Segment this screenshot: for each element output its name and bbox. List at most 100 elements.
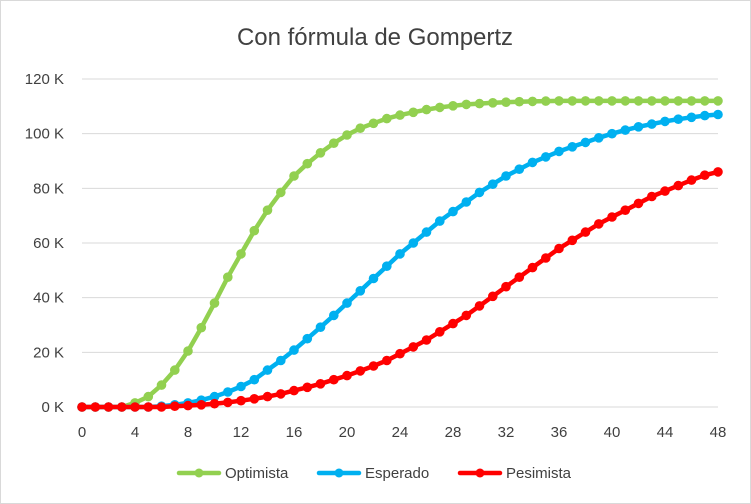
- x-tick-label: 0: [78, 424, 86, 441]
- data-point: [196, 400, 207, 410]
- data-point: [554, 146, 564, 157]
- data-point: [143, 391, 154, 402]
- data-point: [302, 158, 313, 169]
- data-point: [488, 98, 498, 108]
- data-point: [580, 227, 591, 237]
- data-point: [276, 355, 286, 366]
- data-point: [647, 119, 657, 129]
- legend-swatch-marker: [194, 468, 204, 478]
- x-tick-label: 32: [498, 424, 515, 441]
- data-point: [262, 365, 273, 375]
- data-point: [541, 253, 551, 263]
- data-point: [700, 110, 710, 121]
- data-point: [315, 379, 326, 389]
- x-tick-label: 48: [710, 424, 727, 441]
- data-point: [249, 394, 260, 404]
- legend: Optimista Esperado Pesimista: [176, 465, 572, 482]
- data-point: [236, 249, 246, 259]
- x-tick-label: 28: [445, 424, 462, 441]
- data-point: [117, 402, 127, 412]
- series-pesimista: [77, 167, 723, 412]
- data-point: [77, 402, 87, 412]
- data-point: [342, 370, 352, 381]
- data-point: [594, 133, 604, 143]
- data-point: [170, 365, 180, 375]
- data-point: [541, 152, 551, 162]
- data-point: [329, 374, 339, 385]
- data-point: [289, 171, 299, 181]
- legend-item-optimista: Optimista: [176, 465, 289, 482]
- data-point: [329, 310, 339, 321]
- data-point: [567, 142, 578, 152]
- data-point: [673, 114, 684, 124]
- data-point: [435, 327, 445, 337]
- data-point: [368, 361, 379, 371]
- data-point: [236, 395, 246, 406]
- x-tick-label: 16: [286, 424, 303, 441]
- x-tick-label: 36: [551, 424, 568, 441]
- y-tick-label: 120 K: [25, 71, 64, 88]
- data-point: [302, 382, 313, 393]
- data-point: [620, 205, 631, 215]
- data-point: [302, 333, 313, 344]
- x-tick-label: 4: [131, 424, 139, 441]
- data-point: [408, 107, 419, 118]
- data-point: [607, 96, 617, 106]
- data-point: [355, 123, 366, 133]
- x-tick-label: 24: [392, 424, 409, 441]
- data-point: [262, 205, 273, 215]
- data-point: [461, 310, 472, 321]
- data-point: [633, 198, 644, 209]
- data-point: [355, 366, 366, 376]
- data-point: [448, 101, 458, 111]
- data-point: [448, 318, 458, 329]
- data-point: [647, 191, 657, 202]
- data-point: [686, 96, 697, 106]
- data-point: [368, 273, 379, 284]
- data-point: [633, 96, 644, 106]
- data-point: [143, 402, 154, 412]
- data-point: [103, 402, 114, 412]
- data-point: [130, 402, 140, 412]
- x-tick-label: 12: [233, 424, 250, 441]
- data-point: [488, 179, 498, 189]
- data-point: [594, 96, 604, 106]
- data-point: [700, 170, 710, 180]
- legend-item-esperado: Esperado: [316, 465, 429, 482]
- legend-swatch-marker: [475, 468, 485, 478]
- y-tick-label: 60 K: [33, 235, 64, 252]
- data-point: [607, 212, 617, 222]
- data-point: [382, 113, 392, 124]
- data-point: [554, 96, 564, 106]
- x-tick-label: 40: [604, 424, 621, 441]
- x-tick-label: 44: [657, 424, 674, 441]
- data-point: [262, 391, 273, 402]
- data-point: [209, 398, 220, 409]
- data-point: [620, 96, 631, 106]
- data-point: [514, 96, 525, 107]
- data-point: [488, 291, 498, 302]
- legend-label: Pesimista: [506, 465, 572, 482]
- y-tick-label: 40 K: [33, 290, 64, 307]
- data-point: [700, 96, 710, 106]
- data-point: [276, 187, 286, 198]
- data-point: [170, 401, 180, 412]
- data-point: [448, 206, 458, 217]
- data-point: [660, 96, 670, 106]
- data-point: [713, 167, 723, 177]
- data-point: [408, 238, 419, 248]
- data-point: [342, 298, 352, 308]
- chart-title: Con fórmula de Gompertz: [237, 24, 513, 51]
- data-point: [541, 96, 551, 106]
- data-point: [355, 286, 366, 296]
- data-point: [594, 219, 604, 229]
- data-point: [209, 298, 220, 308]
- legend-swatch-marker: [334, 468, 344, 478]
- data-point: [713, 109, 723, 120]
- series-layer: [77, 96, 723, 412]
- data-point: [607, 128, 617, 139]
- data-point: [501, 281, 511, 292]
- data-point: [580, 137, 591, 148]
